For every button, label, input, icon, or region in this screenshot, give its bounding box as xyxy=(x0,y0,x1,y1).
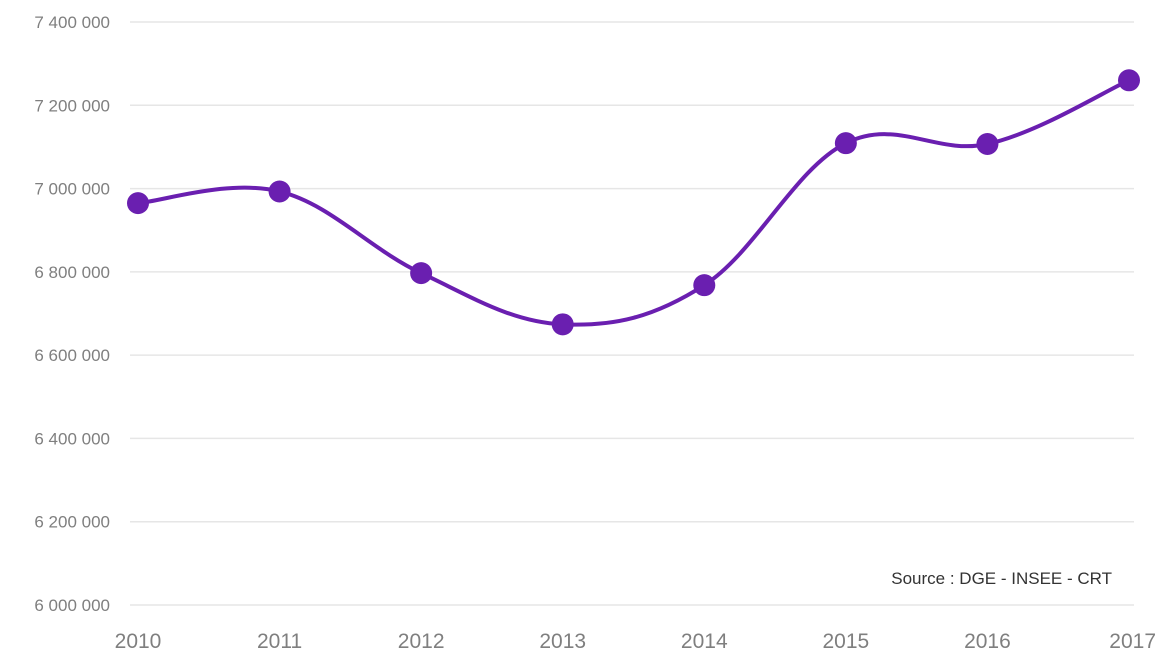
x-tick-label: 2013 xyxy=(539,630,586,653)
data-point xyxy=(976,133,999,156)
y-tick-label: 6 200 000 xyxy=(34,513,110,532)
data-point xyxy=(551,313,574,336)
y-tick-label: 6 000 000 xyxy=(34,596,110,615)
data-point xyxy=(693,274,716,297)
data-point xyxy=(1118,69,1140,92)
data-point xyxy=(834,132,857,155)
x-tick-label: 2015 xyxy=(822,630,869,653)
gridlines xyxy=(130,21,1134,606)
x-tick-label: 2011 xyxy=(257,630,302,653)
x-tick-label: 2014 xyxy=(681,630,728,653)
data-point xyxy=(410,262,433,285)
data-point xyxy=(268,180,291,203)
x-tick-label: 2016 xyxy=(964,630,1011,653)
data-point xyxy=(127,192,149,215)
data-points xyxy=(127,69,1140,336)
y-tick-label: 6 400 000 xyxy=(34,429,110,448)
x-tick-label: 2010 xyxy=(115,630,162,653)
x-tick-label: 2012 xyxy=(398,630,445,653)
y-tick-label: 7 200 000 xyxy=(34,96,110,115)
x-axis-ticks: 2010 2011 2012 2013 2014 2015 2016 2017 xyxy=(115,630,1156,653)
y-tick-label: 7 000 000 xyxy=(34,180,110,199)
x-tick-label: 2017 xyxy=(1109,630,1156,653)
y-axis-ticks: 6 000 000 6 200 000 6 400 000 6 600 000 6 80… xyxy=(34,13,110,615)
series-line xyxy=(137,78,1130,327)
y-tick-label: 7 400 000 xyxy=(34,13,110,32)
y-tick-label: 6 800 000 xyxy=(34,263,110,282)
y-tick-label: 6 600 000 xyxy=(34,346,110,365)
source-annotation: Source : DGE - INSEE - CRT xyxy=(891,569,1112,588)
